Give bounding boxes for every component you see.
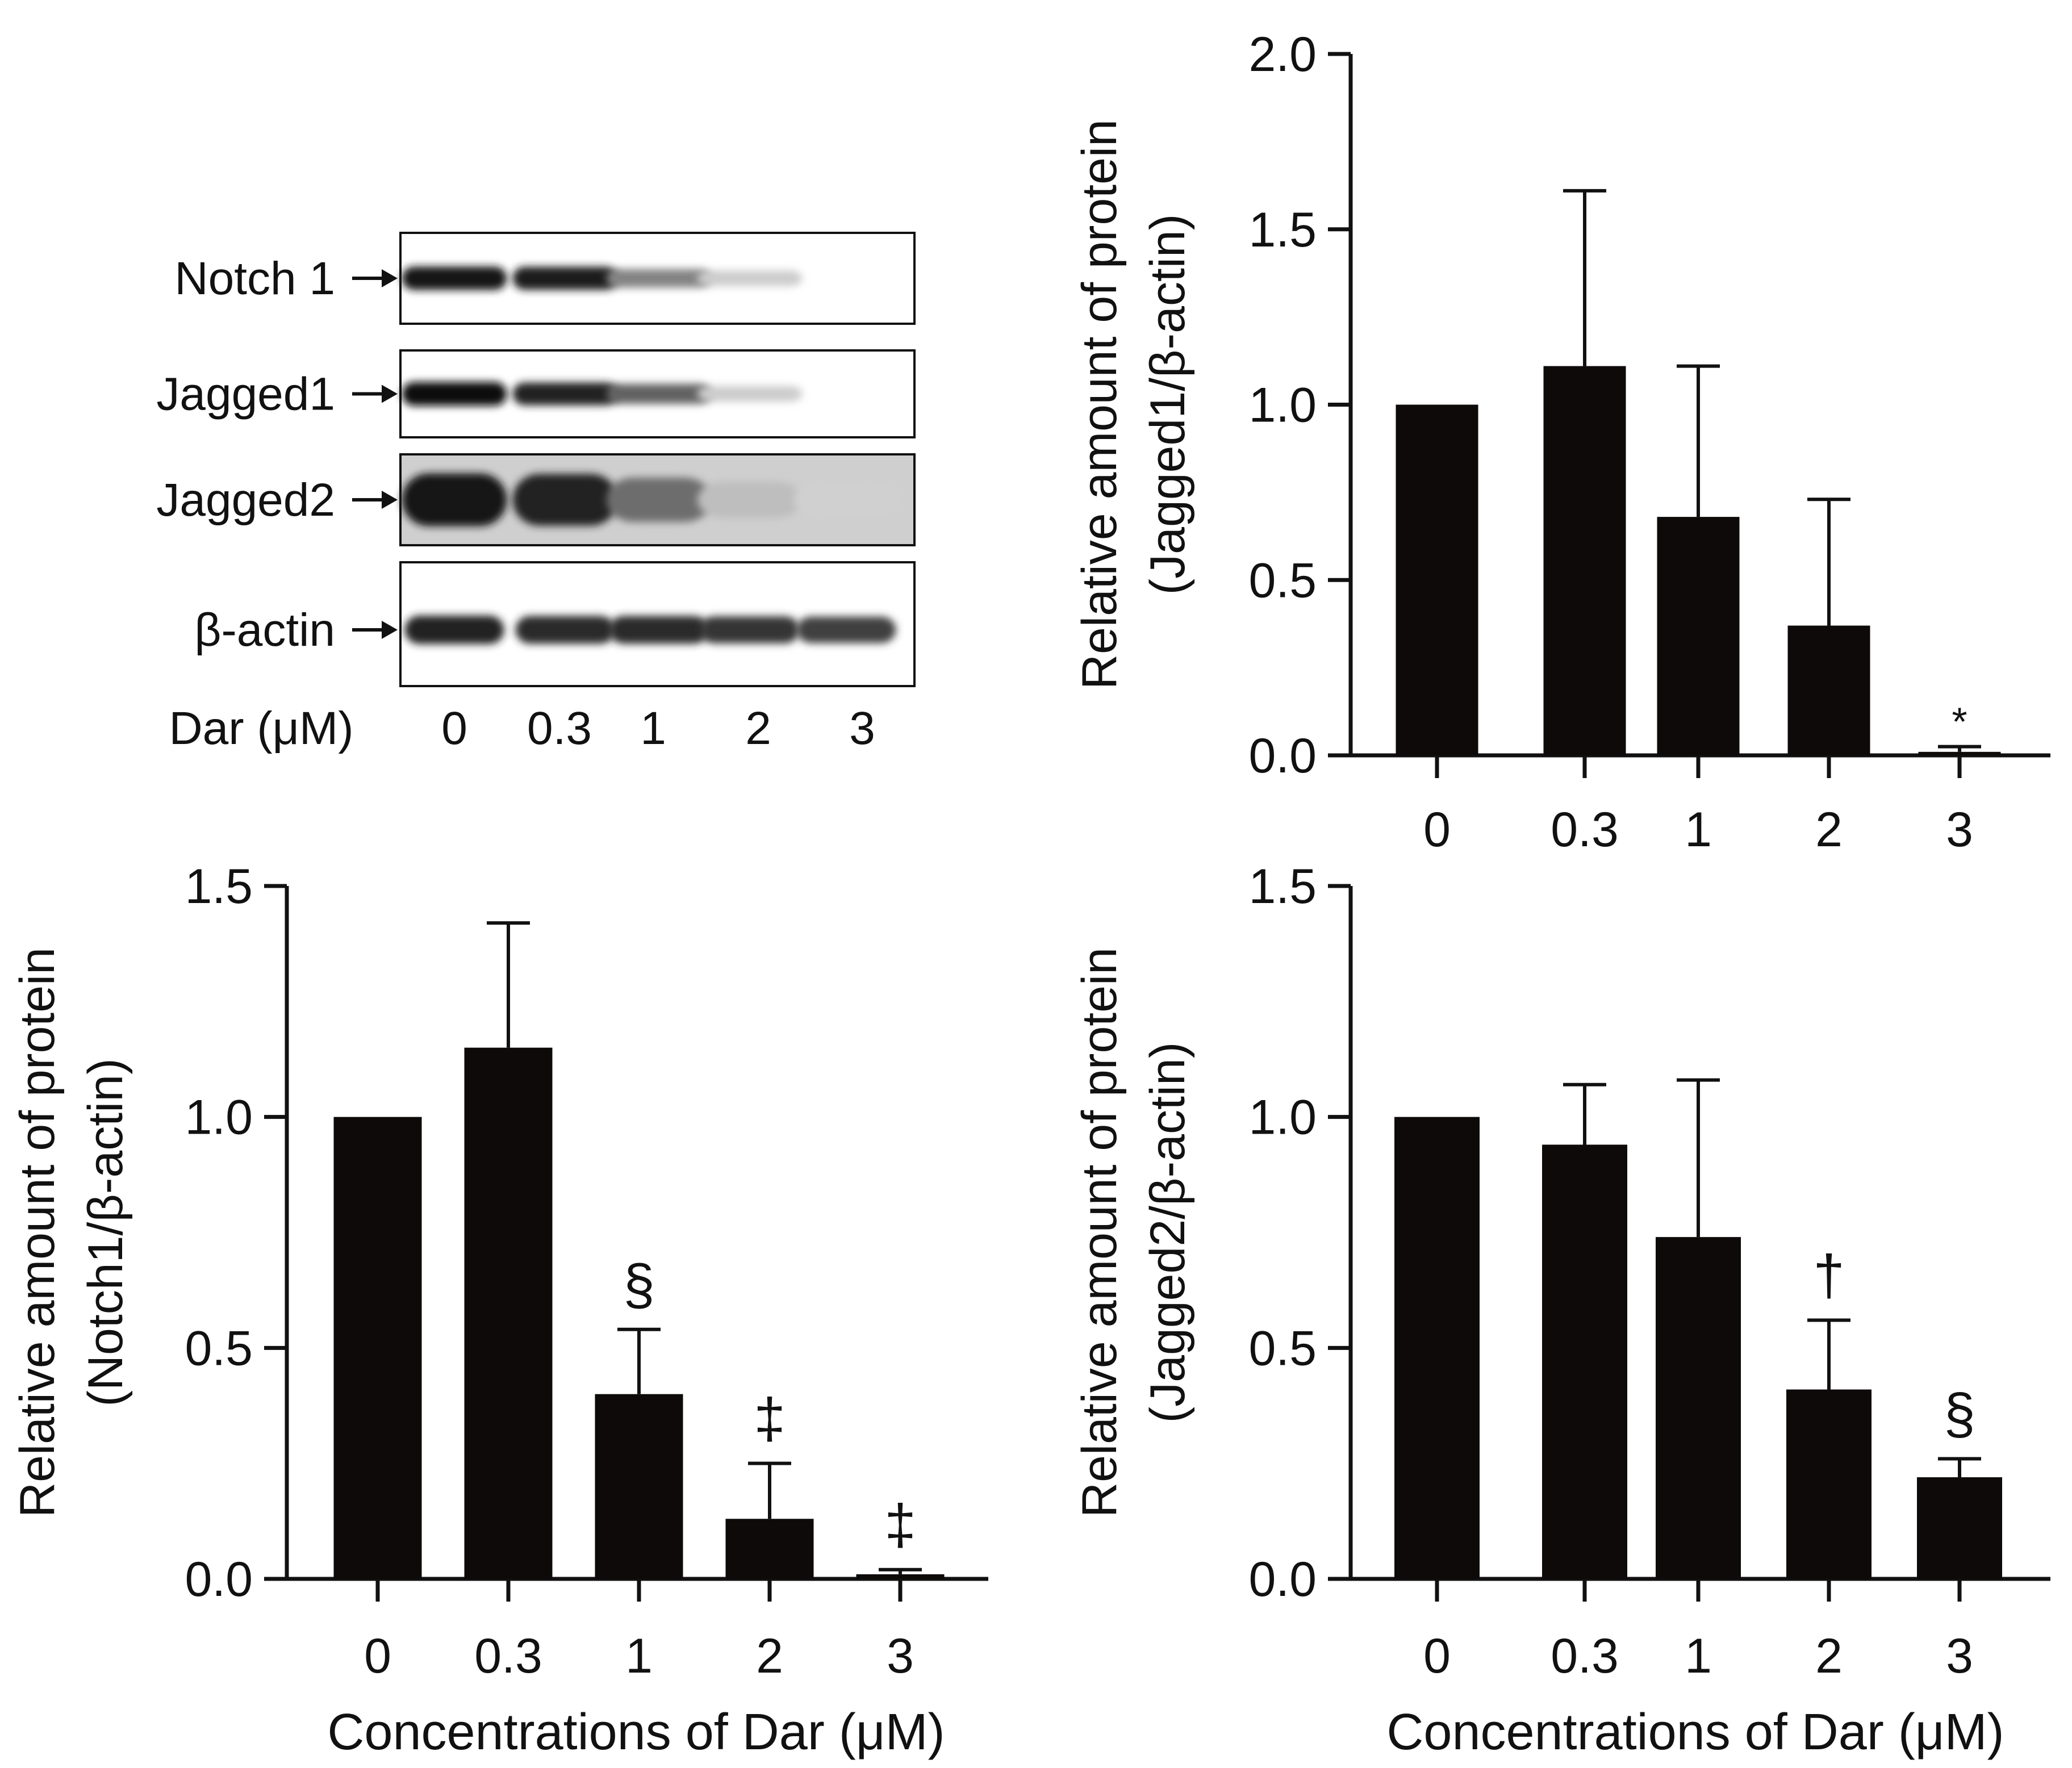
bar-0: [1396, 404, 1478, 755]
y-tick-label: 0.5: [1248, 553, 1317, 608]
x-tick-label: 2: [1815, 1629, 1843, 1683]
lane-label: 2: [745, 703, 771, 754]
blot-band: [793, 482, 899, 517]
x-tick-label: 3: [887, 1629, 914, 1683]
blot-row-label: Notch 1: [174, 253, 335, 304]
bar-3: [1918, 751, 2001, 755]
x-tick-label: 2: [756, 1629, 783, 1683]
bar-1: [1657, 517, 1740, 755]
y-tick-label: 0.0: [185, 1552, 253, 1607]
bar-1: [595, 1394, 683, 1579]
bar-0: [333, 1117, 422, 1579]
blot-band: [606, 478, 712, 522]
x-tick-label: 0: [1423, 803, 1451, 857]
blot-band: [402, 266, 507, 290]
blot-row: Notch 1: [174, 232, 916, 325]
significance-marker: †: [1813, 1244, 1845, 1307]
blot-band: [512, 382, 618, 406]
bar-2: [725, 1519, 814, 1579]
arrow-head-icon: [382, 384, 398, 403]
y-axis-label-sub: (Jagged2/β-actin): [1141, 1042, 1195, 1423]
x-tick-label: 0: [364, 1629, 391, 1683]
x-tick-label: 1: [1685, 803, 1712, 857]
blot-band: [515, 616, 615, 644]
x-tick-label: 0.3: [1551, 803, 1619, 857]
x-tick-label: 1: [625, 1629, 653, 1683]
y-axis-label: Relative amount of protein: [10, 947, 65, 1518]
blot-band: [697, 270, 803, 286]
y-axis-label-sub: (Jagged1/β-actin): [1141, 214, 1195, 595]
blot-band: [606, 269, 712, 288]
blot-band: [606, 383, 712, 404]
y-tick-label: 0.0: [1248, 729, 1317, 783]
jagged1-bar-chart: 0.0 0.5 1.0 1.5 2.0 0 0.3 1 2 3 * Relative amount o…: [1072, 27, 2050, 857]
lane-label: 3: [849, 703, 875, 754]
bar-1: [1656, 1237, 1741, 1579]
blot-row-label: Jagged2: [156, 474, 335, 526]
bar-2: [1786, 1389, 1872, 1579]
arrow-head-icon: [382, 491, 398, 509]
x-tick-label: 1: [1685, 1629, 1712, 1683]
western-blot-panel: Notch 1 Jagged1 Jagged2 β-actin Dar (μM) 0 0.3…: [156, 232, 916, 754]
blot-row: Jagged2: [156, 453, 916, 546]
blot-band: [700, 616, 800, 643]
x-tick-label: 0.3: [1551, 1629, 1619, 1683]
y-axis-label-sub: (Notch1/β-actin): [78, 1058, 133, 1406]
notch1-bar-chart: 0.0 0.5 1.0 1.5 0 0.3 1 § 2 ‡ 3 ‡ Relative amount of…: [10, 859, 988, 1761]
blot-band: [697, 386, 803, 402]
x-tick-label: 0: [1423, 1629, 1451, 1683]
x-tick-label: 3: [1946, 1629, 1973, 1683]
bar-2: [1787, 625, 1870, 755]
y-tick-label: 1.5: [1248, 859, 1317, 914]
arrow-head-icon: [382, 621, 398, 639]
blot-band: [404, 616, 504, 644]
blot-band: [609, 616, 709, 644]
y-tick-label: 1.5: [185, 859, 253, 914]
y-axis-label: Relative amount of protein: [1072, 119, 1127, 689]
x-axis-label: Concentrations of Dar (μM): [327, 1704, 945, 1761]
x-tick-label: 0.3: [474, 1629, 542, 1683]
lane-axis-label: Dar (μM): [169, 703, 353, 754]
y-tick-label: 1.0: [185, 1090, 253, 1145]
x-axis-label: Concentrations of Dar (μM): [1386, 1704, 2004, 1761]
blot-row: β-actin: [194, 561, 916, 687]
x-tick-label: 2: [1815, 803, 1843, 857]
bar-3: [1917, 1477, 2002, 1579]
x-tick-label: 3: [1946, 803, 1973, 857]
y-tick-label: 1.5: [1248, 203, 1317, 257]
bar-0.3: [464, 1047, 553, 1579]
significance-marker: ‡: [754, 1387, 786, 1451]
blot-row-label: Jagged1: [156, 369, 335, 420]
lane-label: 1: [640, 703, 666, 754]
significance-marker: ‡: [884, 1493, 916, 1557]
jagged2-bar-chart: 0.0 0.5 1.0 1.5 0 0.3 1 2 † 3 § Relative amount of …: [1072, 859, 2050, 1761]
significance-marker: §: [623, 1253, 655, 1316]
lane-label: 0: [441, 703, 467, 754]
bar-0.3: [1542, 1144, 1627, 1579]
y-tick-label: 1.0: [1248, 378, 1317, 433]
significance-marker: §: [1944, 1382, 1975, 1446]
lane-label: 0.3: [527, 703, 592, 754]
y-tick-label: 1.0: [1248, 1090, 1317, 1145]
arrow-head-icon: [382, 269, 398, 287]
blot-band: [697, 482, 803, 518]
blot-row: Jagged1: [156, 349, 916, 438]
blot-band: [512, 266, 618, 290]
significance-marker: *: [1952, 700, 1967, 744]
blot-band: [402, 473, 507, 526]
bar-0: [1394, 1117, 1480, 1579]
y-tick-label: 0.0: [1248, 1552, 1317, 1607]
y-tick-label: 2.0: [1248, 27, 1317, 82]
bar-3: [856, 1574, 945, 1579]
blot-row-label: β-actin: [194, 604, 335, 656]
y-tick-label: 0.5: [185, 1321, 253, 1376]
blot-band: [796, 616, 896, 643]
y-tick-label: 0.5: [1248, 1321, 1317, 1376]
y-axis-label: Relative amount of protein: [1072, 947, 1127, 1518]
blot-band: [512, 474, 618, 526]
blot-band: [402, 382, 507, 406]
bar-0.3: [1543, 366, 1626, 755]
